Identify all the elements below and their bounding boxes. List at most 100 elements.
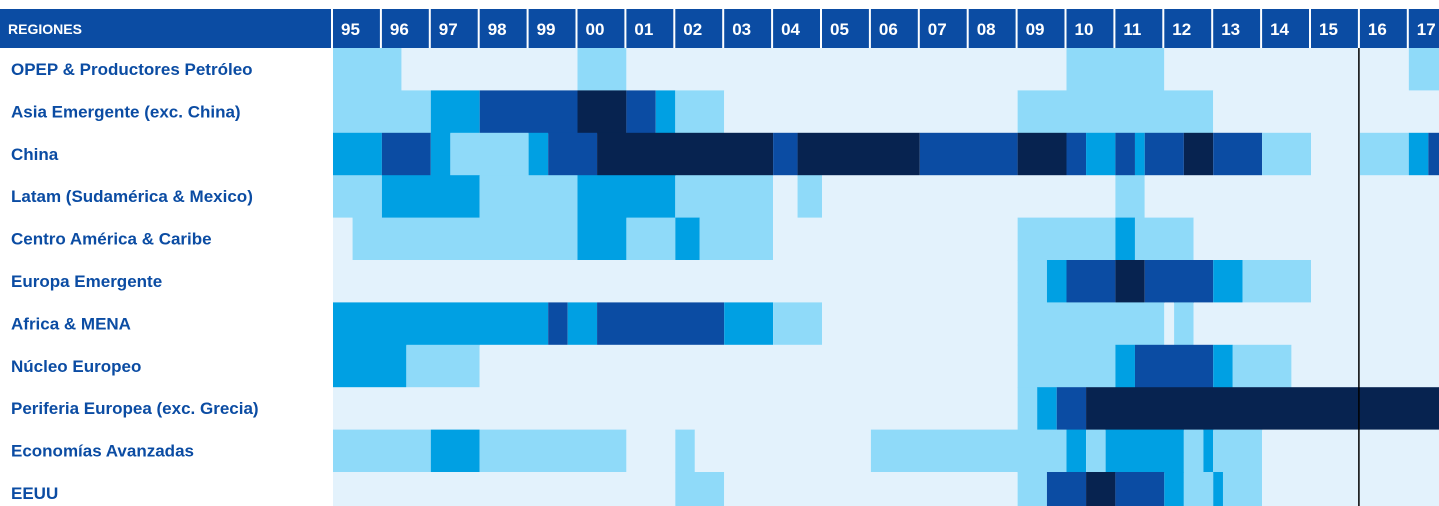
region-label: Núcleo Europeo <box>11 357 141 376</box>
heatmap-cell <box>1037 387 1057 431</box>
heatmap-cell <box>1134 217 1194 261</box>
heatmap-cell <box>675 217 700 261</box>
heatmap-cell <box>1232 344 1292 388</box>
heatmap-cell <box>567 302 598 346</box>
heatmap-cell <box>430 132 451 176</box>
heatmap-cell <box>430 429 480 473</box>
year-tick-label: 04 <box>781 20 800 39</box>
heatmap-cell <box>333 260 1018 303</box>
heatmap-cell <box>1115 132 1135 176</box>
heatmap-cell <box>1046 472 1087 506</box>
heatmap-cell <box>626 217 676 261</box>
heatmap-cell <box>450 132 529 176</box>
heatmap-cell <box>1017 132 1067 176</box>
heatmap-cell <box>1017 344 1116 388</box>
heatmap-cell <box>577 90 627 134</box>
heatmap-cell <box>626 90 656 134</box>
region-label: Latam (Sudamérica & Mexico) <box>11 187 253 206</box>
heatmap-cell <box>1144 132 1184 176</box>
heatmap-cell <box>528 132 549 176</box>
heatmap-cell <box>1213 472 1223 506</box>
heatmap-cell <box>626 429 676 473</box>
heatmap-cell <box>333 387 1018 431</box>
heatmap-cell <box>1262 429 1439 473</box>
heatmap-cells <box>333 48 1439 506</box>
year-tick-label: 99 <box>537 20 556 39</box>
heatmap-cell <box>1183 472 1214 506</box>
heatmap-cell <box>1428 132 1439 176</box>
year-tick-label: 02 <box>683 20 702 39</box>
year-tick-label: 95 <box>341 20 360 39</box>
year-tick-label: 97 <box>439 20 458 39</box>
heatmap-cell <box>773 132 798 176</box>
header-background <box>0 9 1439 48</box>
heatmap-cell <box>1203 429 1214 473</box>
year-tick-label: 00 <box>586 20 605 39</box>
heatmap-cell <box>1086 472 1116 506</box>
heatmap-cell <box>675 175 774 219</box>
heatmap-cell <box>1222 472 1263 506</box>
heatmap-cell <box>1115 472 1165 506</box>
region-label: Economías Avanzadas <box>11 442 194 461</box>
heatmap-cell <box>1164 302 1175 346</box>
heatmap-cell <box>1183 429 1204 473</box>
heatmap-cell <box>1066 132 1087 176</box>
region-label: Asia Emergente (exc. China) <box>11 102 241 121</box>
heatmap-cell <box>479 90 578 134</box>
heatmap-cell <box>333 302 549 346</box>
region-label: Centro América & Caribe <box>11 230 212 249</box>
heatmap-cell <box>597 132 774 176</box>
heatmap-cell <box>773 175 798 219</box>
header-label: REGIONES <box>8 21 82 37</box>
heatmap-cell <box>1017 387 1038 431</box>
year-tick-label: 06 <box>879 20 898 39</box>
heatmap-cell <box>1359 132 1409 176</box>
heatmap-cell <box>1213 90 1439 134</box>
year-tick-label: 01 <box>634 20 653 39</box>
year-tick-label: 09 <box>1026 20 1045 39</box>
heatmap-cell <box>1213 429 1263 473</box>
heatmap-cell <box>1193 217 1439 261</box>
heatmap-cell <box>655 90 676 134</box>
heatmap-cell <box>1213 260 1243 303</box>
heatmap-cell <box>1115 344 1135 388</box>
heatmap-cell <box>1066 48 1165 91</box>
heatmap-cell <box>333 90 431 134</box>
heatmap-cell <box>1183 132 1214 176</box>
heatmap-cell <box>548 302 568 346</box>
region-label: OPEP & Productores Petróleo <box>11 60 253 79</box>
heatmap-cell <box>1105 429 1184 473</box>
heatmap-cell <box>1017 302 1165 346</box>
heatmap-cell <box>724 302 774 346</box>
heatmap-cell <box>577 48 627 91</box>
heatmap-cell <box>1115 260 1145 303</box>
year-tick-label: 05 <box>830 20 849 39</box>
heatmap-cell <box>381 175 480 219</box>
region-label: Africa & MENA <box>11 314 131 333</box>
heatmap-cell <box>1174 302 1194 346</box>
heatmap-cell <box>333 132 382 176</box>
heatmap-cell <box>333 175 382 219</box>
heatmap-cell <box>797 175 822 219</box>
heatmap-cell <box>1164 472 1184 506</box>
heatmap-cell <box>597 302 725 346</box>
heatmap-cell <box>675 90 725 134</box>
year-tick-label: 15 <box>1319 20 1338 39</box>
heatmap-cell <box>1017 217 1116 261</box>
region-label: China <box>11 145 59 164</box>
heatmap-cell <box>1115 217 1135 261</box>
heatmap-cell <box>1144 260 1214 303</box>
heatmap-cell <box>333 472 676 506</box>
heatmap-cell <box>870 429 1067 473</box>
heatmap-cell <box>548 132 598 176</box>
heatmap-cell <box>1408 132 1429 176</box>
year-tick-label: 14 <box>1270 20 1289 39</box>
heatmap-cell <box>1144 175 1439 219</box>
heatmap-cell <box>1086 429 1106 473</box>
heatmap-cell <box>333 429 431 473</box>
header-row: REGIONES 95 96 97 98 99 00 01 02 03 04 05 06 07 08 09 10… <box>0 9 1439 48</box>
year-tick-label: 17 <box>1417 20 1436 39</box>
heatmap-cell <box>694 429 871 473</box>
heatmap-cell <box>724 90 1018 134</box>
